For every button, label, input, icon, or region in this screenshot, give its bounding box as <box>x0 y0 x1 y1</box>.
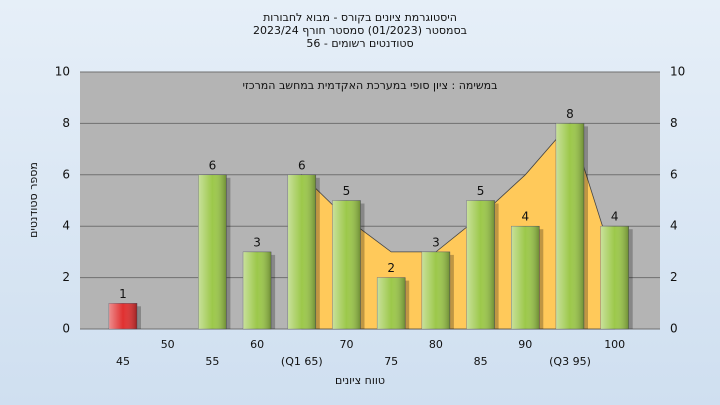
x-axis-label: טווח ציונים <box>335 374 385 387</box>
y-tick-label: 2 <box>62 270 70 284</box>
y-tick-label: 6 <box>62 167 70 181</box>
y2-tick-label: 10 <box>670 65 685 79</box>
x-tick-label: 45 <box>116 355 130 368</box>
title-line: היסטוגרמת ציונים בקורס - מבוא לחבורות <box>263 11 457 24</box>
x-tick-label: (Q1 65) <box>281 355 323 368</box>
x-tick-label: 60 <box>250 338 264 351</box>
data-label: 8 <box>566 107 574 121</box>
y-axis-label: מספר סטודנטים <box>27 162 40 238</box>
bar-shade <box>466 200 495 329</box>
y2-tick-label: 8 <box>670 116 678 130</box>
data-label: 3 <box>432 235 440 249</box>
title-line: סטודנטים רשומים - 56 <box>306 37 413 50</box>
data-label: 6 <box>209 158 217 172</box>
bar-shade <box>511 226 540 329</box>
y2-tick-label: 0 <box>670 322 678 336</box>
x-tick-label: 100 <box>604 338 625 351</box>
bar-shade <box>600 226 629 329</box>
data-label: 3 <box>253 235 261 249</box>
y-tick-label: 10 <box>55 65 70 79</box>
data-label: 4 <box>521 210 529 224</box>
y-tick-label: 8 <box>62 116 70 130</box>
x-tick-label: 70 <box>340 338 354 351</box>
bar-shade <box>287 174 316 329</box>
bar-shade <box>109 303 137 329</box>
x-tick-label: 85 <box>474 355 488 368</box>
y-tick-label: 0 <box>62 322 70 336</box>
data-label: 5 <box>477 184 485 198</box>
data-label: 6 <box>298 158 306 172</box>
bar-shade <box>198 174 227 329</box>
x-tick-label: 75 <box>384 355 398 368</box>
bar-shade <box>556 123 584 330</box>
x-tick-label: 55 <box>205 355 219 368</box>
y2-tick-label: 4 <box>670 219 678 233</box>
bar-shade <box>377 277 406 329</box>
bar-shade <box>243 251 272 329</box>
data-label: 2 <box>387 261 395 275</box>
x-tick-label: 50 <box>161 338 175 351</box>
data-label: 5 <box>343 184 351 198</box>
data-label: 4 <box>611 210 619 224</box>
x-tick-label: 80 <box>429 338 443 351</box>
annotation: במשימה : ציון סופי במערכת האקדמית במחשב … <box>243 79 498 92</box>
y-tick-label: 4 <box>62 219 70 233</box>
y2-tick-label: 6 <box>670 167 678 181</box>
bar-shade <box>421 251 450 329</box>
x-tick-label: 90 <box>518 338 532 351</box>
data-label: 1 <box>119 287 127 301</box>
x-tick-label: (Q3 95) <box>549 355 591 368</box>
bar-shade <box>332 200 361 329</box>
title-line: בסמסטר (01/2023) סמסטר חורף 2023/24 <box>253 24 467 37</box>
y2-tick-label: 2 <box>670 270 678 284</box>
